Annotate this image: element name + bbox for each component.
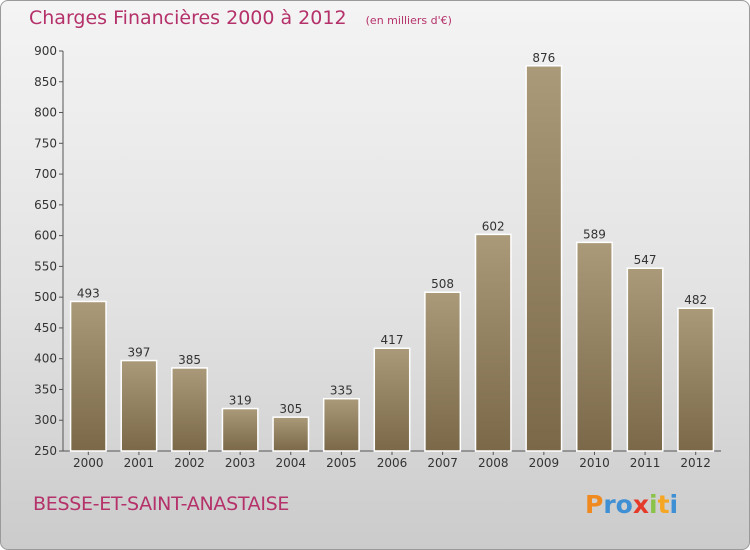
chart-unit: (en milliers d'€) <box>365 14 452 27</box>
bar-2002 <box>171 367 209 452</box>
x-tick-label-2010: 2010 <box>579 456 610 470</box>
x-tick-label-2007: 2007 <box>427 456 458 470</box>
data-label-2007: 508 <box>431 277 454 291</box>
x-tick-label-2000: 2000 <box>73 456 104 470</box>
data-label-2004: 305 <box>279 402 302 416</box>
y-tick-label: 500 <box>34 290 57 304</box>
y-tick-label: 350 <box>34 382 57 396</box>
chart-title-main: Charges Financières 2000 à 2012 <box>29 7 347 29</box>
proxiti-logo: Proxiti <box>585 490 678 519</box>
bar-2012 <box>677 307 715 452</box>
y-tick-label: 900 <box>34 44 57 58</box>
logo-letter: t <box>657 490 670 519</box>
x-tick-label-2005: 2005 <box>326 456 357 470</box>
data-label-2009: 876 <box>532 51 555 65</box>
bar-2008 <box>474 233 512 452</box>
data-label-2006: 417 <box>381 333 404 347</box>
bar-2009 <box>525 65 563 452</box>
data-label-2011: 547 <box>634 253 657 267</box>
logo-letter: i <box>649 490 658 519</box>
data-labels: 493 397 385 319 305 335 417 508 602 876 589 547 482 <box>77 51 707 416</box>
logo-letter: r <box>603 490 616 519</box>
logo-letter: x <box>632 490 649 519</box>
bar-2010 <box>575 241 613 452</box>
data-label-2000: 493 <box>77 286 100 300</box>
bars <box>69 65 715 452</box>
logo-letter: i <box>669 490 679 519</box>
x-tick-label-2012: 2012 <box>680 456 711 470</box>
bar-2000 <box>69 300 107 452</box>
y-tick-label: 400 <box>34 352 57 366</box>
chart-title: Charges Financières 2000 à 2012 (en mill… <box>29 7 452 29</box>
bar-2001 <box>120 359 158 452</box>
bar-2004 <box>272 416 310 452</box>
y-tick-label: 300 <box>34 413 57 427</box>
x-tick-label-2009: 2009 <box>529 456 560 470</box>
bar-2011 <box>626 267 664 452</box>
y-tick-label: 550 <box>34 259 57 273</box>
x-tick-label-2008: 2008 <box>478 456 509 470</box>
bar-2005 <box>322 397 360 452</box>
logo-letter: o <box>615 490 633 519</box>
y-tick-label: 450 <box>34 321 57 335</box>
x-tick-label-2004: 2004 <box>275 456 306 470</box>
bar-2007 <box>424 291 462 452</box>
data-label-2010: 589 <box>583 227 606 241</box>
data-label-2002: 385 <box>178 353 201 367</box>
y-tick-label: 250 <box>34 444 57 458</box>
x-tick-label-2011: 2011 <box>630 456 661 470</box>
x-tick-label-2001: 2001 <box>124 456 155 470</box>
data-label-2003: 319 <box>229 394 252 408</box>
y-tick-label: 800 <box>34 106 57 120</box>
y-tick-label: 700 <box>34 167 57 181</box>
data-label-2012: 482 <box>684 293 707 307</box>
logo-letter: P <box>585 490 604 519</box>
y-tick-label: 600 <box>34 229 57 243</box>
bar-2003 <box>221 407 259 452</box>
data-label-2005: 335 <box>330 384 353 398</box>
y-tick-label: 750 <box>34 136 57 150</box>
x-tick-label-2002: 2002 <box>174 456 205 470</box>
x-tick-label-2003: 2003 <box>225 456 256 470</box>
data-label-2001: 397 <box>127 346 150 360</box>
y-tick-label: 850 <box>34 75 57 89</box>
commune-name: BESSE-ET-SAINT-ANASTAISE <box>33 493 290 515</box>
bar-2006 <box>373 347 411 452</box>
x-tick-label-2006: 2006 <box>377 456 408 470</box>
data-label-2008: 602 <box>482 219 505 233</box>
y-tick-label: 650 <box>34 198 57 212</box>
